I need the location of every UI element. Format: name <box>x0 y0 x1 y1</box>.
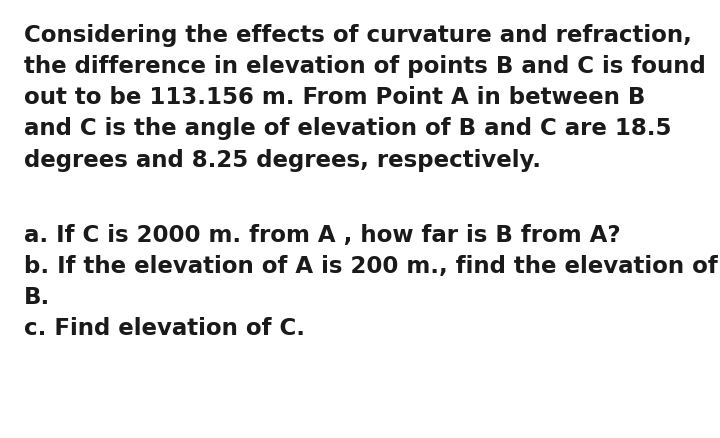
Text: a. If C is 2000 m. from A , how far is B from A?
b. If the elevation of A is 200: a. If C is 2000 m. from A , how far is B… <box>24 223 718 339</box>
Text: Considering the effects of curvature and refraction,
the difference in elevation: Considering the effects of curvature and… <box>24 24 706 171</box>
